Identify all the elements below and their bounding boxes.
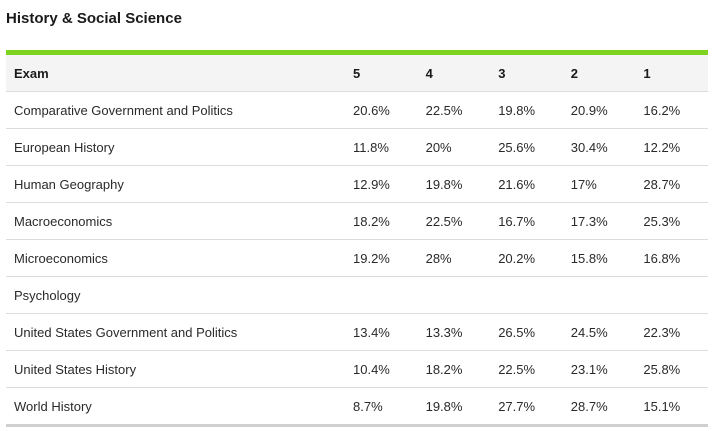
cell-score-3: 27.7% [490,387,563,427]
cell-score-2: 20.9% [562,91,636,129]
cell-score-4: 28% [417,239,491,277]
cell-score-1: 16.8% [635,239,708,277]
header-score-2: 2 [562,55,636,92]
cell-exam: United States Government and Politics [6,313,345,351]
cell-score-4: 20% [417,128,491,166]
cell-exam: United States History [6,350,345,388]
section-divider [6,50,708,55]
cell-score-3: 25.6% [490,128,563,166]
table-row: United States Government and Politics 13.… [6,313,708,351]
table-row: Psychology [6,276,708,314]
cell-exam: European History [6,128,345,166]
cell-score-3 [490,276,563,314]
cell-score-4: 22.5% [417,91,491,129]
cell-score-5 [345,276,418,314]
cell-score-1: 12.2% [635,128,708,166]
cell-score-1: 25.8% [635,350,708,388]
table-header-row: Exam 5 4 3 2 1 [6,55,708,92]
cell-score-3: 16.7% [490,202,563,240]
cell-score-5: 8.7% [345,387,418,427]
cell-exam: World History [6,387,345,427]
table-row: Microeconomics 19.2% 28% 20.2% 15.8% 16.8% [6,239,708,277]
table-row: Macroeconomics 18.2% 22.5% 16.7% 17.3% 25.3% [6,202,708,240]
cell-score-2 [562,276,636,314]
cell-score-5: 11.8% [345,128,418,166]
cell-score-3: 19.8% [490,91,563,129]
cell-score-3: 21.6% [490,165,563,203]
header-score-3: 3 [490,55,563,92]
cell-score-1: 22.3% [635,313,708,351]
cell-score-2: 24.5% [562,313,636,351]
table-row: Comparative Government and Politics 20.6%… [6,91,708,129]
cell-score-3: 22.5% [490,350,563,388]
header-score-5: 5 [345,55,418,92]
cell-score-4: 13.3% [417,313,491,351]
cell-exam: Macroeconomics [6,202,345,240]
cell-score-1: 25.3% [635,202,708,240]
cell-exam: Psychology [6,276,345,314]
cell-score-4: 18.2% [417,350,491,388]
section-title: History & Social Science [6,10,182,27]
cell-score-1: 15.1% [635,387,708,427]
table-row: United States History 10.4% 18.2% 22.5% 23.1… [6,350,708,388]
table-row: European History 11.8% 20% 25.6% 30.4% 12.2% [6,128,708,166]
header-exam: Exam [6,55,345,92]
table-row: Human Geography 12.9% 19.8% 21.6% 17% 28.7% [6,165,708,203]
header-score-4: 4 [417,55,491,92]
cell-score-5: 19.2% [345,239,418,277]
cell-score-2: 28.7% [562,387,636,427]
cell-score-4 [417,276,491,314]
cell-score-2: 15.8% [562,239,636,277]
cell-exam: Microeconomics [6,239,345,277]
cell-score-5: 12.9% [345,165,418,203]
cell-exam: Human Geography [6,165,345,203]
table-row: World History 8.7% 19.8% 27.7% 28.7% 15.1% [6,387,708,427]
cell-score-5: 10.4% [345,350,418,388]
cell-score-1 [635,276,708,314]
header-score-1: 1 [635,55,708,92]
cell-score-2: 30.4% [562,128,636,166]
cell-score-5: 18.2% [345,202,418,240]
cell-score-2: 23.1% [562,350,636,388]
cell-score-4: 22.5% [417,202,491,240]
score-distribution-table: Exam 5 4 3 2 1 Comparative Government an… [6,55,708,427]
cell-exam: Comparative Government and Politics [6,91,345,129]
cell-score-2: 17% [562,165,636,203]
cell-score-3: 20.2% [490,239,563,277]
cell-score-3: 26.5% [490,313,563,351]
cell-score-4: 19.8% [417,387,491,427]
cell-score-5: 13.4% [345,313,418,351]
cell-score-2: 17.3% [562,202,636,240]
cell-score-1: 28.7% [635,165,708,203]
cell-score-1: 16.2% [635,91,708,129]
cell-score-5: 20.6% [345,91,418,129]
cell-score-4: 19.8% [417,165,491,203]
